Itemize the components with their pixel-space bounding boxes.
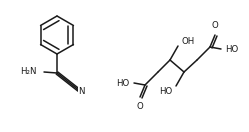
Text: OH: OH bbox=[181, 37, 194, 46]
Text: HO: HO bbox=[116, 79, 129, 88]
Text: O: O bbox=[212, 21, 218, 30]
Text: HO: HO bbox=[225, 44, 238, 53]
Text: H₂N: H₂N bbox=[20, 67, 37, 77]
Text: N: N bbox=[78, 88, 84, 96]
Text: HO: HO bbox=[159, 86, 172, 95]
Text: O: O bbox=[137, 102, 143, 111]
